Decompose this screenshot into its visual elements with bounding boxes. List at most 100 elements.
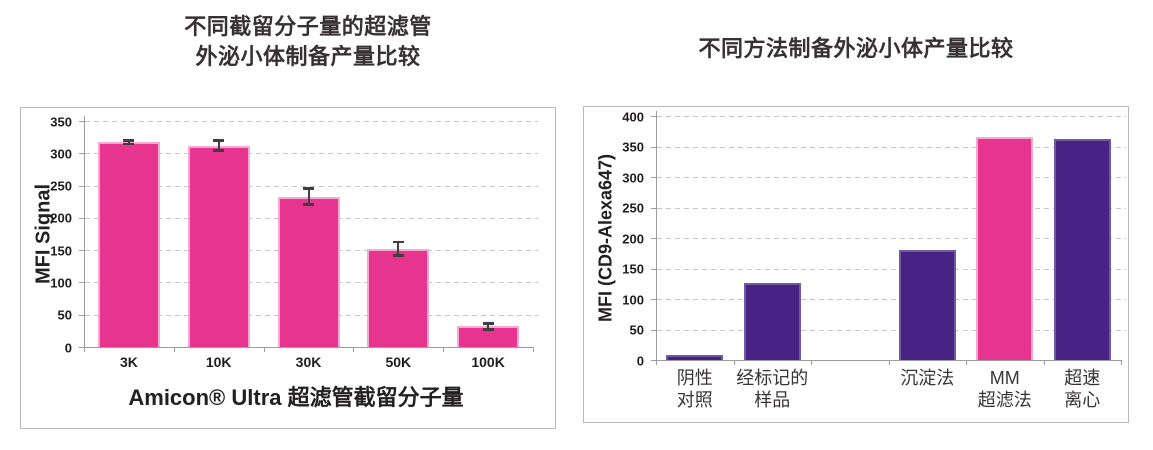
y-axis-tick bbox=[79, 217, 84, 219]
x-axis-tick bbox=[966, 361, 967, 365]
y-tick-label: 0 bbox=[64, 340, 72, 355]
gridline bbox=[657, 238, 1126, 239]
error-bar-cap bbox=[482, 328, 494, 331]
y-tick-label: 200 bbox=[622, 231, 644, 246]
y-axis-tick bbox=[651, 268, 656, 270]
x-category-label: 100K bbox=[471, 354, 505, 370]
y-axis bbox=[656, 111, 657, 361]
gridline bbox=[657, 207, 1126, 209]
y-tick-label: 200 bbox=[50, 210, 72, 226]
y-axis-tick bbox=[651, 299, 656, 300]
error-bar-line bbox=[217, 140, 220, 151]
bar bbox=[97, 142, 160, 347]
x-category-label: 沉淀法 bbox=[900, 368, 955, 388]
y-tick-label: 150 bbox=[50, 243, 72, 259]
y-tick-label: 350 bbox=[622, 139, 644, 155]
bar bbox=[976, 137, 1034, 360]
x-axis-tick bbox=[443, 348, 445, 352]
x-axis-tick bbox=[353, 348, 355, 352]
gridline bbox=[85, 153, 538, 155]
y-axis-tick bbox=[79, 314, 84, 316]
y-tick-label: 150 bbox=[622, 261, 644, 277]
y-tick-label: 250 bbox=[622, 200, 644, 216]
left-chart-x-axis-title: Amicon® Ultra 超滤管截留分子量 bbox=[128, 385, 464, 410]
y-axis-tick bbox=[651, 116, 656, 117]
bar bbox=[743, 282, 801, 360]
y-tick-label: 300 bbox=[50, 146, 72, 162]
error-bar-line bbox=[397, 241, 400, 256]
y-tick-label: 100 bbox=[622, 292, 644, 307]
x-axis bbox=[84, 347, 534, 348]
y-tick-label: 400 bbox=[622, 109, 644, 124]
y-axis bbox=[84, 116, 85, 348]
x-axis-tick bbox=[656, 361, 657, 365]
error-bar-line bbox=[127, 140, 130, 145]
error-bar-cap bbox=[123, 139, 135, 142]
error-bar-cap bbox=[392, 240, 404, 244]
gridline bbox=[657, 146, 1126, 148]
error-bar-cap bbox=[213, 149, 225, 152]
y-axis-tick bbox=[651, 329, 656, 331]
x-category-label: 50K bbox=[385, 354, 412, 370]
y-tick-label: 0 bbox=[636, 353, 644, 368]
gridline bbox=[657, 268, 1126, 270]
x-category-label: 阴性 对照 bbox=[676, 368, 713, 410]
gridline bbox=[657, 116, 1126, 117]
y-axis-tick bbox=[651, 238, 656, 239]
bar bbox=[1053, 139, 1111, 360]
x-category-label: 经标记的 样品 bbox=[736, 368, 809, 410]
right-chart-title: 不同方法制备外泌小体产量比较 bbox=[583, 34, 1129, 64]
x-axis-tick bbox=[533, 348, 534, 352]
left-chart-y-axis-title: MFI Signal bbox=[32, 184, 55, 284]
y-axis-tick bbox=[79, 185, 84, 187]
gridline bbox=[657, 299, 1126, 300]
x-axis-tick bbox=[173, 348, 175, 352]
y-tick-label: 50 bbox=[57, 307, 72, 323]
gridline bbox=[85, 121, 538, 122]
y-axis-tick bbox=[79, 250, 84, 252]
y-axis-tick bbox=[651, 207, 656, 209]
x-category-label: 30K bbox=[295, 354, 322, 370]
x-axis-tick bbox=[811, 361, 812, 365]
y-axis-tick bbox=[79, 121, 84, 122]
error-bar-cap bbox=[123, 142, 135, 146]
y-tick-label: 50 bbox=[629, 322, 644, 338]
error-bar-cap bbox=[303, 203, 314, 206]
error-bar-cap bbox=[392, 254, 404, 257]
error-bar-line bbox=[487, 323, 490, 330]
x-category-label: 10K bbox=[205, 354, 232, 370]
bar bbox=[666, 355, 724, 360]
bar bbox=[898, 249, 956, 360]
x-axis-tick bbox=[888, 361, 890, 365]
right-chart: MFI (CD9-Alexa647) 0 50 100 150 200 250 300 350… bbox=[583, 106, 1129, 423]
bar bbox=[277, 196, 340, 347]
gridline bbox=[85, 185, 538, 187]
right-chart-title-line1: 不同方法制备外泌小体产量比较 bbox=[698, 36, 1014, 61]
x-axis-tick bbox=[1121, 361, 1122, 365]
y-axis-tick bbox=[651, 360, 656, 361]
x-category-label: 超速 离心 bbox=[1064, 368, 1101, 410]
y-axis-tick bbox=[79, 153, 84, 155]
error-bar-cap bbox=[303, 187, 314, 190]
error-bar-line bbox=[307, 188, 310, 205]
y-axis-tick bbox=[79, 282, 84, 284]
x-axis bbox=[656, 360, 1122, 361]
x-axis-tick bbox=[263, 348, 265, 352]
y-axis-tick bbox=[651, 146, 656, 148]
x-category-label: 3K bbox=[119, 354, 138, 370]
y-tick-label: 250 bbox=[50, 178, 72, 194]
y-tick-label: 300 bbox=[622, 170, 644, 185]
x-axis-tick bbox=[1043, 361, 1045, 365]
left-chart: MFI Signal Amicon® Ultra 超滤管截留分子量 0 50 100… bbox=[20, 107, 556, 429]
gridline bbox=[657, 177, 1126, 178]
x-axis-tick bbox=[84, 348, 85, 352]
x-category-label: MM 超滤法 bbox=[977, 368, 1032, 410]
left-chart-title-line1: 不同截留分子量的超滤管 bbox=[184, 14, 432, 39]
y-axis-tick bbox=[651, 177, 656, 178]
x-axis-tick bbox=[733, 361, 735, 365]
bar bbox=[187, 145, 250, 347]
y-tick-label: 350 bbox=[50, 114, 72, 129]
left-chart-title-line2: 外泌小体制备产量比较 bbox=[195, 44, 421, 69]
bar bbox=[367, 248, 430, 347]
gridline bbox=[657, 329, 1126, 331]
